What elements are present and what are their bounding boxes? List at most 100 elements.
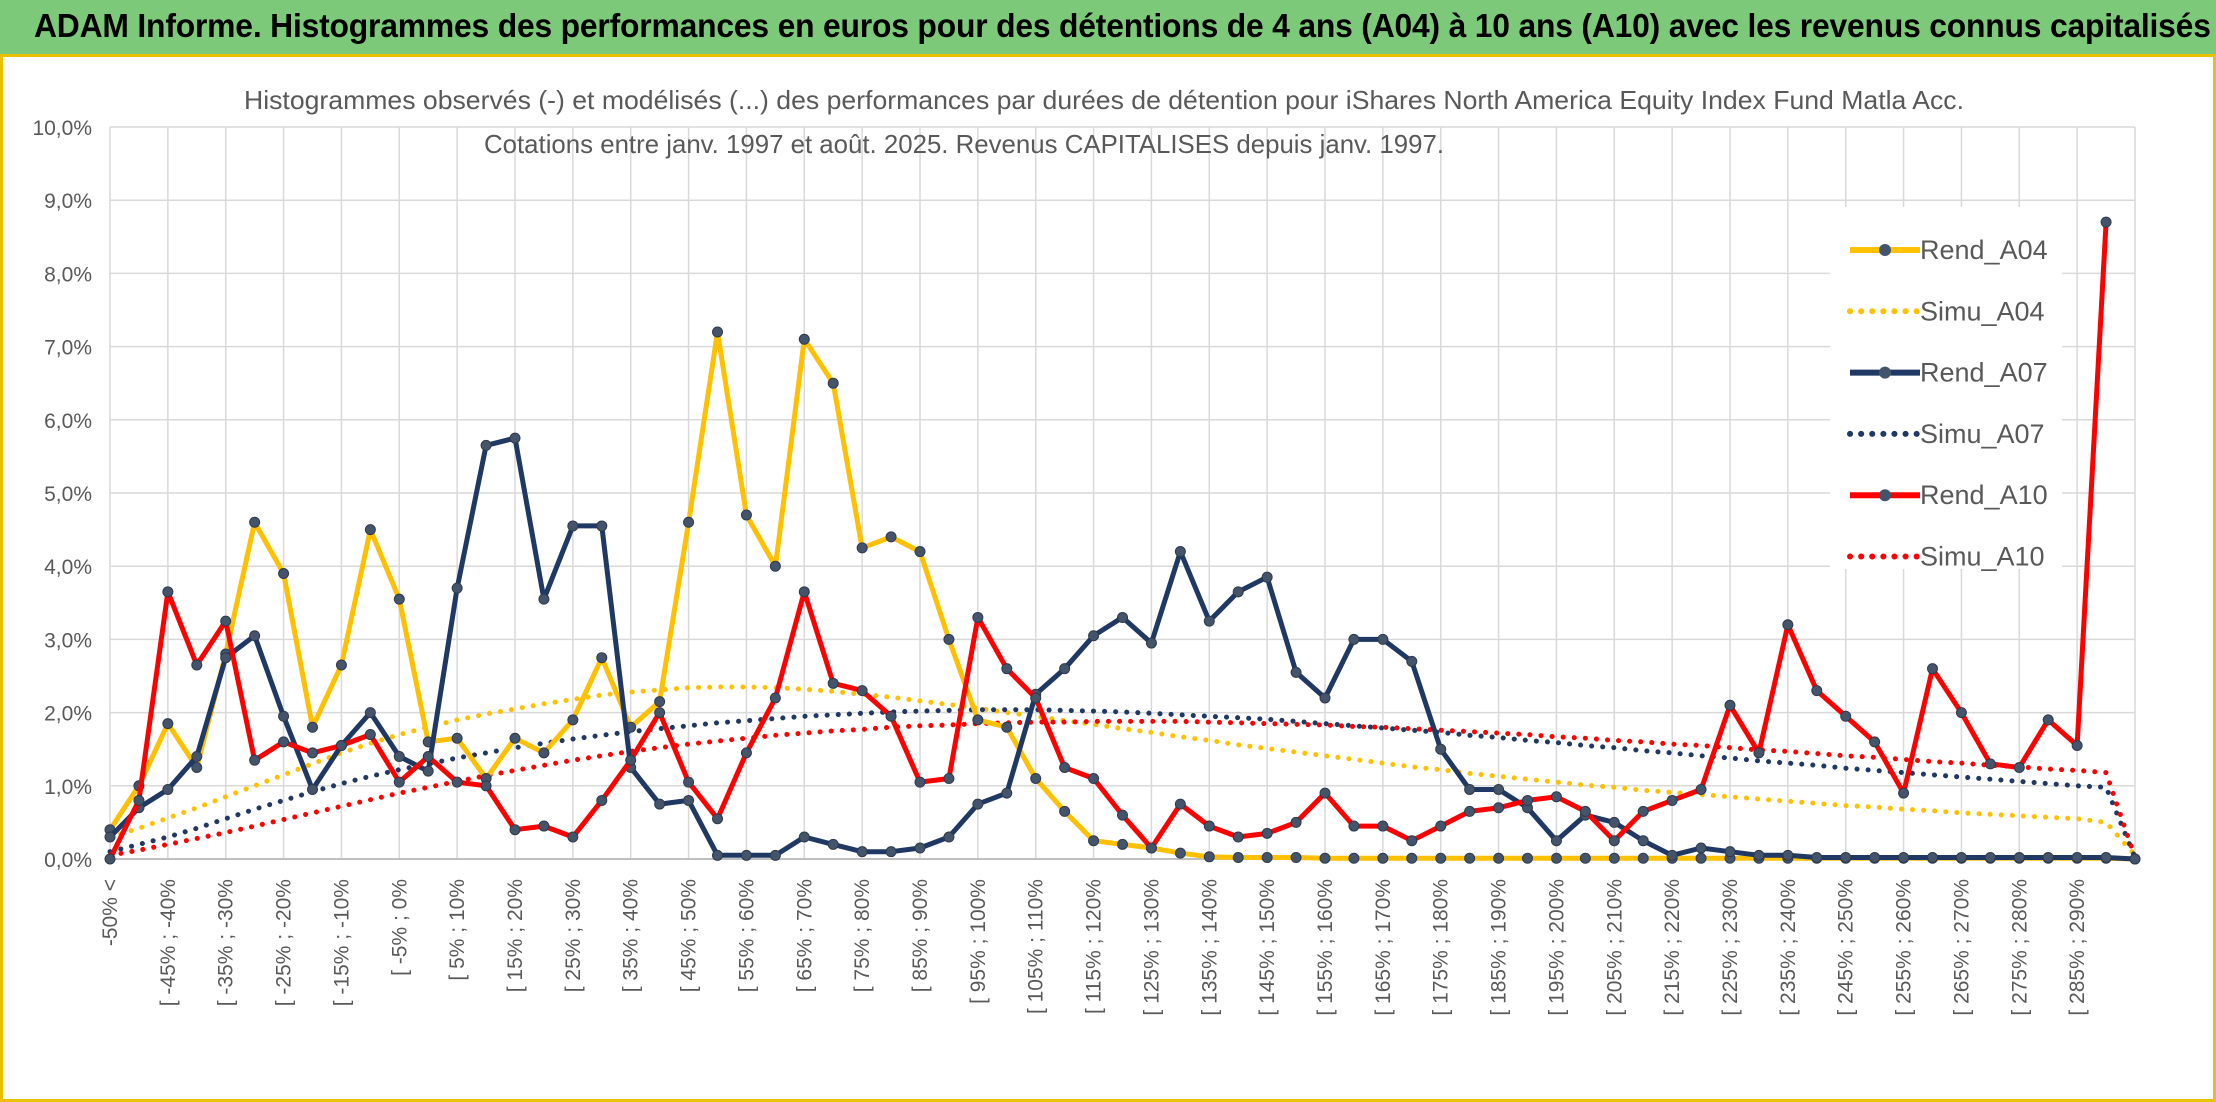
data-point: [567, 520, 579, 532]
data-point: [856, 685, 868, 697]
data-point: [567, 714, 579, 726]
y-tick-label: 3,0%: [44, 629, 92, 652]
data-point: [769, 560, 781, 572]
data-point: [1232, 586, 1244, 598]
data-point: [1782, 849, 1794, 861]
x-tick-label: [ 245% ; 250%: [1835, 879, 1858, 1016]
data-point: [1348, 633, 1360, 645]
chart-area: Histogrammes observés (-) et modélisés (…: [0, 57, 2216, 1099]
data-point: [335, 740, 347, 752]
data-point: [1955, 707, 1967, 719]
legend-marker: [1879, 366, 1891, 379]
data-point: [451, 582, 463, 594]
data-point: [1927, 852, 1938, 864]
data-point: [914, 842, 926, 854]
x-axis: -50% < [ -45% ; -40% [ -35% ; -30% [ -25% ;…: [99, 858, 2135, 1016]
data-point: [104, 831, 116, 843]
data-point: [393, 593, 405, 605]
data-point: [596, 520, 608, 532]
data-point: [191, 751, 203, 763]
data-point: [712, 326, 723, 338]
data-point: [1001, 721, 1013, 733]
performance-histogram-chart: Histogrammes observés (-) et modélisés (…: [32, 85, 2141, 1016]
data-point: [1232, 831, 1244, 843]
data-point: [393, 751, 405, 763]
data-point: [1174, 546, 1186, 558]
x-tick-label: [ 235% ; 240%: [1777, 879, 1800, 1016]
data-point: [509, 732, 521, 744]
series-simu-a04: [107, 684, 2138, 858]
data-point: [1117, 809, 1128, 821]
x-tick-label: [ 65% ; 70%: [793, 879, 816, 992]
data-point: [538, 593, 550, 605]
data-point: [162, 586, 174, 598]
data-point: [1608, 835, 1620, 847]
data-point: [1030, 692, 1042, 704]
data-point: [422, 751, 434, 763]
x-tick-label: [ 75% ; 80%: [851, 879, 874, 992]
data-point: [596, 794, 608, 806]
data-point: [307, 721, 318, 733]
data-point: [683, 776, 695, 788]
data-point: [567, 831, 579, 843]
data-point: [451, 776, 463, 788]
data-point: [654, 707, 666, 719]
series-lines: [104, 216, 2141, 865]
data-point: [249, 754, 261, 766]
data-point: [509, 824, 521, 836]
x-tick-label: [ 155% ; 160%: [1314, 879, 1337, 1016]
data-point: [827, 838, 839, 850]
data-point: [1435, 852, 1447, 864]
data-point: [1261, 852, 1273, 864]
data-point: [798, 333, 810, 345]
data-point: [712, 813, 723, 825]
data-point: [972, 798, 984, 810]
x-tick-label: [ 165% ; 170%: [1372, 879, 1395, 1016]
x-tick-label: [ 205% ; 210%: [1603, 879, 1626, 1016]
data-point: [538, 747, 550, 759]
legend: Rend_A04 Simu_A04 Rend_A07 Simu_A07 Rend_A10…: [1830, 207, 2062, 572]
data-point: [1522, 794, 1533, 806]
data-point: [827, 377, 839, 389]
data-point: [220, 652, 232, 664]
data-point: [885, 846, 897, 858]
x-tick-label: [ 275% ; 280%: [2008, 879, 2031, 1016]
data-point: [943, 772, 955, 784]
data-point: [364, 729, 376, 741]
data-point: [1203, 615, 1215, 627]
data-point: [307, 747, 318, 759]
data-point: [769, 849, 781, 861]
data-point: [1493, 852, 1505, 864]
data-point: [278, 710, 290, 722]
x-tick-label: [ 145% ; 150%: [1256, 879, 1279, 1016]
data-point: [1840, 852, 1852, 864]
data-point: [1088, 772, 1100, 784]
y-tick-label: 6,0%: [44, 410, 92, 433]
legend-label: Rend_A07: [1920, 358, 2048, 388]
data-point: [1550, 852, 1562, 864]
data-point: [2013, 852, 2025, 864]
data-point: [798, 586, 810, 598]
legend-item: Rend_A04: [1850, 235, 2048, 265]
legend-marker: [1879, 489, 1891, 502]
x-tick-label: [ 285% ; 290%: [2066, 879, 2089, 1016]
data-point: [2071, 740, 2083, 752]
x-tick-label: [ 95% ; 100%: [967, 879, 990, 1004]
data-point: [191, 659, 203, 671]
data-point: [856, 542, 868, 554]
data-point: [1088, 630, 1100, 642]
data-point: [1869, 852, 1881, 864]
data-point: [972, 611, 984, 623]
data-point: [769, 692, 781, 704]
y-tick-label: 4,0%: [44, 556, 92, 579]
y-tick-label: 5,0%: [44, 483, 92, 506]
y-tick-label: 8,0%: [44, 263, 92, 286]
data-point: [364, 524, 376, 536]
x-tick-label: [ -15% ; -10%: [330, 879, 353, 1006]
chart-title: Histogrammes observés (-) et modélisés (…: [244, 85, 1964, 115]
data-point: [1290, 852, 1302, 864]
data-point: [1637, 852, 1649, 864]
data-point: [740, 747, 752, 759]
x-tick-label: [ 175% ; 180%: [1430, 879, 1453, 1016]
